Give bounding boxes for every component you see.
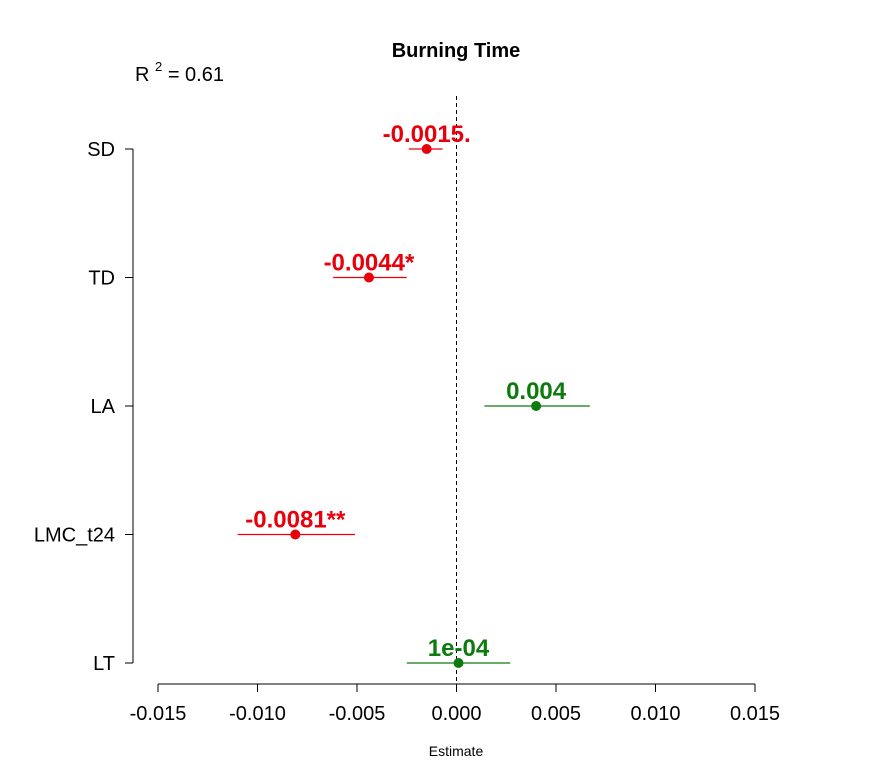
estimate-point <box>290 529 301 540</box>
estimate-point <box>453 658 464 668</box>
r-squared-exponent: 2 <box>155 59 162 74</box>
x-tick-label: 0.000 <box>431 703 481 725</box>
coefficient-lmc-t24: -0.0081** <box>237 507 356 540</box>
x-tick-label: 0.005 <box>531 703 581 725</box>
estimate-label: -0.0081** <box>245 507 346 534</box>
coefficient-sd: -0.0015. <box>383 121 471 154</box>
y-tick-label: SD <box>87 139 115 161</box>
x-axis-label: Estimate <box>429 743 484 759</box>
estimate-point <box>363 272 374 283</box>
estimate-label: 1e-04 <box>428 635 490 662</box>
y-tick-label: LT <box>93 653 115 675</box>
estimate-label: -0.0015. <box>383 121 471 148</box>
y-tick-label: LA <box>91 396 116 418</box>
y-axis: SD TD LA LMC_t24 LT <box>34 139 134 675</box>
coefficient-lt: 1e-04 <box>406 635 511 668</box>
chart-title: Burning Time <box>392 40 521 62</box>
x-tick-label: -0.010 <box>229 703 286 725</box>
estimate-label: 0.004 <box>506 378 567 405</box>
y-tick-label: TD <box>88 268 115 290</box>
x-tick-label: -0.015 <box>130 703 187 725</box>
estimate-point <box>531 401 542 411</box>
r-squared-symbol: R <box>135 64 149 86</box>
x-tick-label: -0.005 <box>329 703 386 725</box>
x-tick-label: 0.015 <box>730 703 780 725</box>
coefficient-la: 0.004 <box>484 378 590 411</box>
x-axis: -0.015 -0.010 -0.005 0.000 0.005 0.010 0.015 <box>130 683 780 725</box>
x-tick-label: 0.010 <box>630 703 680 725</box>
estimate-label: -0.0044* <box>324 250 415 277</box>
r-squared-value: = 0.61 <box>168 64 224 86</box>
y-tick-label: LMC_t24 <box>34 525 115 547</box>
r-squared-annotation: R 2 = 0.61 <box>135 54 224 86</box>
coefficient-points: -0.0015. -0.0044* 0.004 -0.0081** 1e-04 <box>237 121 590 668</box>
coefficient-td: -0.0044* <box>324 250 415 283</box>
estimate-point <box>421 144 432 154</box>
